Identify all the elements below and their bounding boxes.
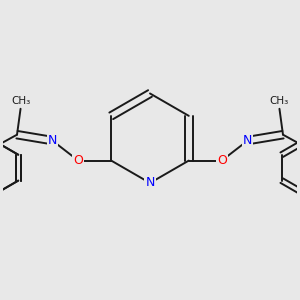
Text: N: N — [145, 176, 155, 190]
Text: O: O — [73, 154, 83, 167]
Text: O: O — [217, 154, 227, 167]
Text: N: N — [243, 134, 252, 147]
Text: N: N — [48, 134, 57, 147]
Text: CH₃: CH₃ — [270, 96, 289, 106]
Text: CH₃: CH₃ — [11, 96, 30, 106]
